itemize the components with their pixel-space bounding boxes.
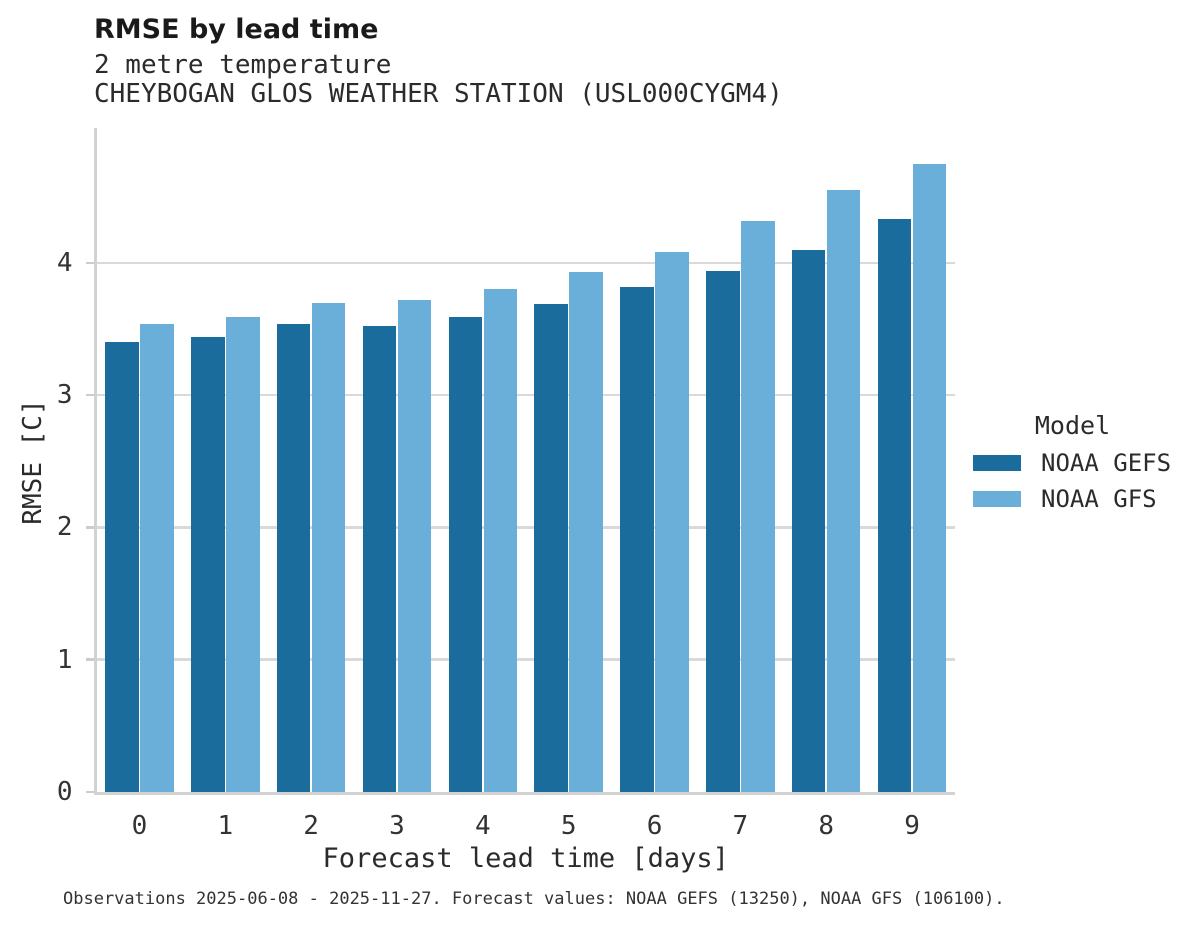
y-axis-title: RMSE [C]	[18, 399, 48, 525]
legend-swatch-noaa-gfs-icon	[973, 491, 1021, 507]
legend-title: Model	[1034, 411, 1111, 440]
x-tick-label-0: 0	[131, 811, 148, 841]
y-tick-mark-1	[86, 658, 94, 661]
bar-noaa-gfs-lead-4	[483, 289, 518, 792]
bar-noaa-gfs-lead-9	[912, 163, 947, 792]
x-axis-title: Forecast lead time [days]	[322, 843, 729, 874]
gridline-y-4	[96, 261, 955, 265]
y-tick-mark-0	[86, 790, 94, 794]
x-tick-label-2: 2	[303, 811, 319, 841]
y-tick-mark-4	[86, 261, 94, 265]
bar-noaa-gefs-lead-5	[534, 303, 568, 792]
bar-noaa-gfs-lead-2	[311, 302, 346, 792]
bar-noaa-gefs-lead-0	[105, 342, 139, 792]
legend: Model NOAA GEFS NOAA GFS	[973, 412, 1188, 523]
y-tick-label-0: 0	[56, 777, 73, 807]
x-tick-label-1: 1	[217, 811, 234, 841]
x-axis-spine	[94, 792, 955, 795]
y-tick-mark-3	[86, 393, 94, 397]
x-axis-tick-labels: 0 1 2 3 4 5 6 7 8 9	[97, 792, 956, 842]
bar-noaa-gfs-lead-8	[826, 190, 861, 792]
bar-noaa-gefs-lead-9	[877, 219, 912, 792]
bar-noaa-gefs-lead-8	[791, 249, 826, 792]
y-tick-mark-2	[86, 526, 94, 529]
bar-noaa-gfs-lead-1	[226, 317, 260, 792]
y-tick-label-4: 4	[56, 247, 73, 278]
legend-swatch-noaa-gefs-icon	[973, 455, 1021, 471]
bar-noaa-gefs-lead-1	[191, 337, 225, 792]
legend-label-noaa-gfs: NOAA GFS	[1041, 485, 1157, 513]
station-name: CHEYBOGAN GLOS WEATHER STATION (USL000CY…	[94, 79, 783, 109]
bar-noaa-gefs-lead-6	[620, 286, 654, 792]
bar-noaa-gfs-lead-3	[397, 299, 432, 792]
y-tick-label-3: 3	[56, 380, 73, 411]
chart-subtitle: 2 metre temperature	[94, 50, 392, 80]
x-tick-label-7: 7	[732, 811, 749, 841]
y-axis-spine	[94, 128, 97, 795]
bar-noaa-gefs-lead-2	[276, 323, 311, 792]
x-tick-label-3: 3	[389, 811, 405, 841]
x-tick-label-6: 6	[646, 811, 663, 841]
legend-label-noaa-gefs: NOAA GEFS	[1041, 449, 1172, 477]
gridline-y-2	[96, 526, 955, 529]
bar-noaa-gfs-lead-7	[741, 220, 775, 792]
chart-title: RMSE by lead time	[94, 14, 379, 45]
bar-noaa-gefs-lead-7	[706, 270, 740, 792]
x-tick-label-4: 4	[474, 811, 491, 841]
bar-noaa-gfs-lead-0	[140, 323, 174, 792]
gridline-y-1	[96, 658, 955, 661]
legend-entry-noaa-gefs: NOAA GEFS	[973, 449, 1188, 477]
plot-area: 0 1 2 3 4	[57, 128, 955, 807]
bar-noaa-gfs-lead-6	[655, 252, 689, 792]
caption: Observations 2025-06-08 - 2025-11-27. Fo…	[63, 889, 1005, 909]
bar-noaa-gfs-lead-5	[569, 272, 603, 792]
gridline-y-3	[96, 393, 955, 397]
bar-noaa-gefs-lead-3	[362, 326, 397, 792]
x-tick-label-9: 9	[904, 811, 920, 841]
x-tick-label-8: 8	[818, 811, 835, 841]
bar-noaa-gefs-lead-4	[448, 317, 483, 792]
legend-entry-noaa-gfs: NOAA GFS	[973, 485, 1188, 513]
y-tick-label-2: 2	[56, 512, 73, 543]
x-tick-label-5: 5	[560, 811, 577, 841]
y-tick-label-1: 1	[56, 644, 73, 675]
